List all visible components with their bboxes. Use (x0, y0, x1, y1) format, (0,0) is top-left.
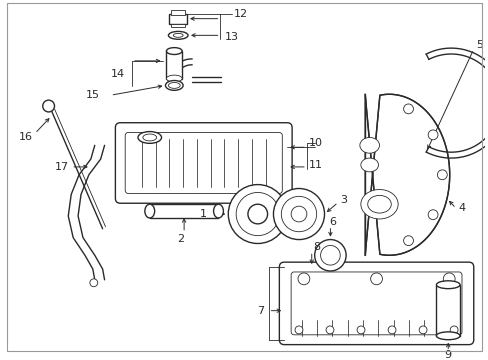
Ellipse shape (359, 138, 379, 153)
Circle shape (427, 130, 437, 140)
Ellipse shape (436, 332, 459, 340)
Circle shape (42, 100, 54, 112)
Circle shape (297, 273, 309, 285)
Circle shape (437, 170, 447, 180)
Circle shape (273, 189, 324, 239)
Circle shape (387, 326, 395, 334)
Ellipse shape (166, 48, 182, 54)
Text: 11: 11 (308, 160, 322, 170)
Ellipse shape (173, 33, 183, 37)
Text: 5: 5 (475, 40, 482, 50)
Text: 9: 9 (444, 350, 451, 360)
Ellipse shape (165, 81, 183, 90)
Text: 16: 16 (19, 132, 33, 143)
Bar (166, 51, 182, 78)
Circle shape (247, 204, 267, 224)
Circle shape (281, 196, 316, 232)
Bar (169, 14, 187, 23)
Circle shape (403, 236, 412, 246)
Circle shape (314, 239, 346, 271)
Ellipse shape (168, 82, 180, 88)
Bar (171, 23, 185, 27)
Circle shape (443, 273, 454, 285)
Circle shape (320, 246, 340, 265)
Ellipse shape (213, 204, 223, 218)
Text: 10: 10 (308, 138, 322, 148)
Text: 4: 4 (457, 203, 464, 213)
Ellipse shape (367, 195, 390, 213)
Circle shape (418, 326, 426, 334)
FancyBboxPatch shape (115, 123, 291, 203)
FancyBboxPatch shape (279, 262, 473, 345)
Text: 3: 3 (340, 195, 346, 205)
Bar (171, 10, 185, 15)
Ellipse shape (138, 131, 161, 143)
Bar (149, 204, 218, 218)
Text: 2: 2 (176, 234, 183, 244)
Circle shape (228, 185, 286, 243)
Ellipse shape (168, 31, 188, 39)
Text: 12: 12 (234, 9, 248, 19)
Circle shape (290, 206, 306, 222)
Ellipse shape (144, 204, 154, 218)
Circle shape (356, 326, 364, 334)
Circle shape (403, 104, 412, 114)
Circle shape (449, 326, 457, 334)
Circle shape (236, 193, 279, 236)
Circle shape (325, 326, 333, 334)
Text: 8: 8 (313, 242, 320, 252)
Circle shape (370, 273, 382, 285)
Circle shape (90, 279, 98, 287)
Bar (436, 285, 459, 336)
Ellipse shape (436, 281, 459, 289)
Text: 17: 17 (55, 162, 69, 172)
Ellipse shape (166, 75, 182, 82)
Text: 6: 6 (328, 217, 335, 227)
Circle shape (294, 326, 302, 334)
Text: 1: 1 (199, 209, 206, 219)
Circle shape (427, 210, 437, 220)
Text: 13: 13 (224, 32, 238, 42)
Ellipse shape (360, 189, 397, 219)
Text: 14: 14 (110, 69, 124, 78)
Polygon shape (365, 94, 449, 255)
Text: 15: 15 (85, 90, 100, 100)
Text: 7: 7 (257, 306, 264, 316)
Ellipse shape (142, 134, 156, 141)
Ellipse shape (360, 158, 378, 172)
